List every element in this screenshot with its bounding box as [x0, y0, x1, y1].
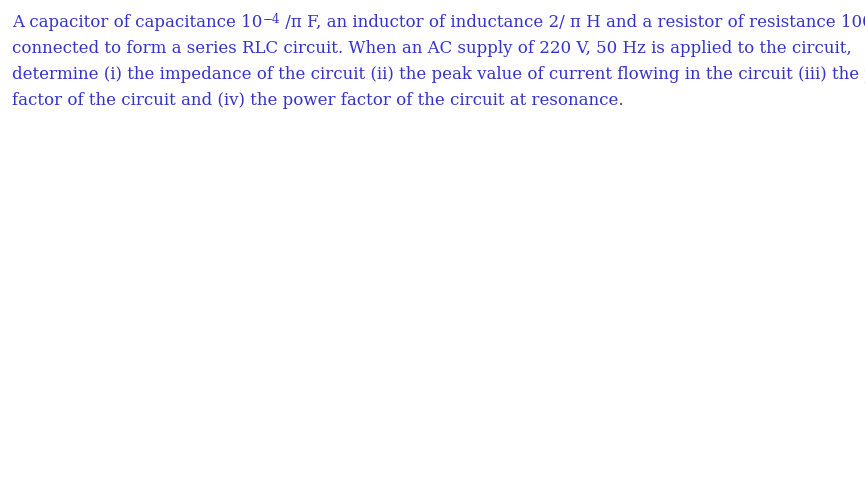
- Text: −4: −4: [262, 13, 280, 26]
- Text: /π F, an inductor of inductance 2/ π H and a resistor of resistance 100 Ω are: /π F, an inductor of inductance 2/ π H a…: [280, 14, 865, 31]
- Text: factor of the circuit and (iv) the power factor of the circuit at resonance.: factor of the circuit and (iv) the power…: [12, 92, 624, 109]
- Text: determine (i) the impedance of the circuit (ii) the peak value of current flowin: determine (i) the impedance of the circu…: [12, 66, 865, 83]
- Text: connected to form a series RLC circuit. When an AC supply of 220 V, 50 Hz is app: connected to form a series RLC circuit. …: [12, 40, 852, 57]
- Text: A capacitor of capacitance 10: A capacitor of capacitance 10: [12, 14, 262, 31]
